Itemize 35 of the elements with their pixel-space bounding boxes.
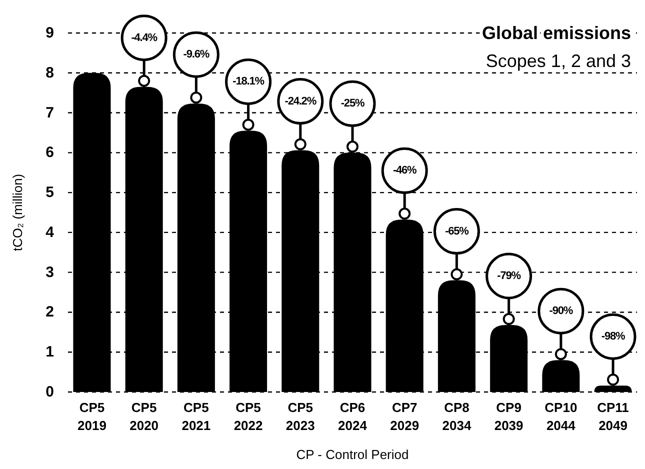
- y-tick-label: 7: [46, 104, 54, 122]
- x-tick-label: CP5 2019: [78, 400, 106, 433]
- y-tick-label: 8: [46, 64, 54, 82]
- chart-title: Global emissions: [482, 23, 631, 43]
- y-tick-label: 9: [46, 24, 54, 42]
- annotation: -65%: [445, 225, 470, 238]
- annotation: -25%: [340, 98, 365, 110]
- x-tick-label: CP5 2020: [130, 400, 159, 433]
- y-tick-label: 4: [46, 224, 55, 241]
- annotation: -4.4%: [131, 32, 158, 44]
- annotation: -9.6%: [183, 48, 210, 61]
- annotation: -90%: [549, 305, 574, 318]
- annotation: -46%: [392, 164, 418, 177]
- x-tick-label: CP8 2034: [442, 400, 472, 433]
- text: Scopes 1, 2 and 3: [486, 51, 631, 71]
- x-tick-label: CP5 2023: [286, 400, 315, 433]
- x-axis-title: CP - Control Period: [296, 447, 409, 462]
- annotation: -18.1%: [232, 76, 265, 88]
- annotation: -24.2%: [284, 95, 317, 108]
- y-tick-label: 5: [46, 184, 54, 202]
- y-tick-label: 1: [46, 344, 54, 361]
- x-tick-label: CP11 2049: [597, 400, 629, 433]
- annotation: -79%: [497, 270, 522, 282]
- y-tick-label: 6: [46, 144, 54, 162]
- y-axis-title: tCO₂ (million): [10, 174, 25, 252]
- x-tick-label: CP9 2039: [494, 400, 524, 433]
- y-tick-label: 0: [46, 384, 54, 400]
- x-tick-label: CP5 2021: [182, 400, 211, 433]
- y-tick-label: 3: [46, 264, 54, 281]
- annotation: -98%: [601, 330, 626, 343]
- y-tick-label: 2: [46, 304, 54, 321]
- x-tick-label: CP5 2022: [234, 400, 263, 433]
- x-tick-label: CP10 2044: [544, 400, 578, 433]
- x-tick-label: CP7 2029: [390, 400, 420, 433]
- x-tick-label: CP6 2024: [338, 400, 368, 433]
